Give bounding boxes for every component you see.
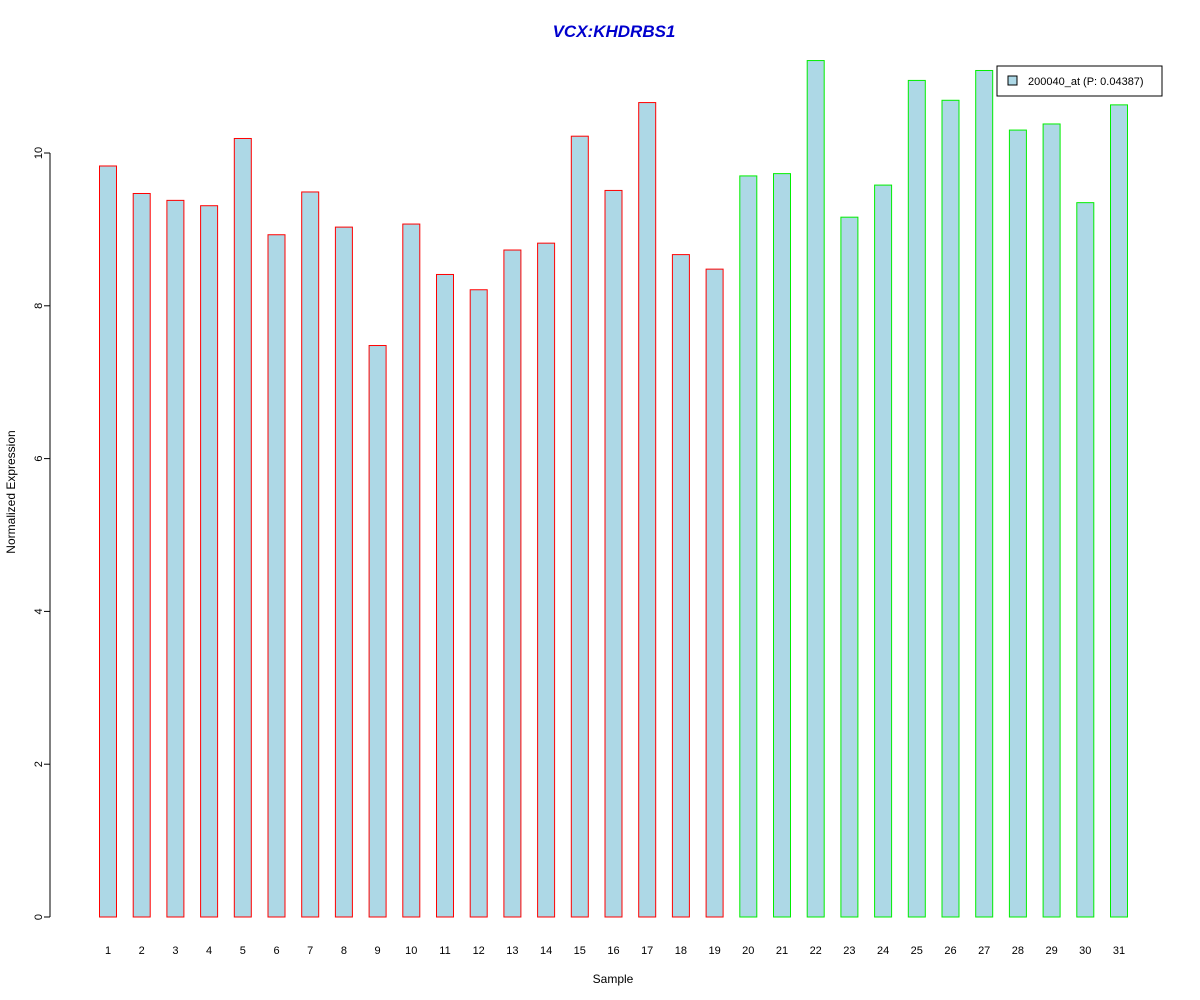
x-tick-label: 28 xyxy=(1012,945,1024,957)
x-tick-label: 21 xyxy=(776,945,788,957)
x-tick-label: 2 xyxy=(139,945,145,957)
legend-swatch xyxy=(1007,75,1018,86)
bar-sample-26 xyxy=(941,99,960,918)
x-tick-label: 10 xyxy=(405,945,417,957)
x-tick-label: 22 xyxy=(810,945,822,957)
bar-sample-4 xyxy=(200,205,219,918)
bar-sample-7 xyxy=(301,191,320,918)
x-axis: 1 2 3 4 5 6 7 8 9 10 11 12 13 14 15 16 17 18 19 20 21 22 23 24 2… xyxy=(105,945,1125,957)
bar-sample-15 xyxy=(570,135,589,918)
x-tick-label: 25 xyxy=(911,945,923,957)
legend-box xyxy=(996,65,1163,97)
bar-sample-6 xyxy=(267,234,286,918)
bar-sample-29 xyxy=(1042,123,1061,918)
bar-sample-16 xyxy=(604,189,623,918)
x-tick-label: 29 xyxy=(1045,945,1057,957)
y-axis-label: Normalized Expression xyxy=(4,430,18,553)
bar-sample-31 xyxy=(1110,104,1128,918)
x-tick-label: 20 xyxy=(742,945,754,957)
x-tick-label: 9 xyxy=(375,945,381,957)
y-tick-label: 10 xyxy=(33,147,45,159)
bar-sample-3 xyxy=(166,199,185,918)
legend: 200040_at (P: 0.04387) xyxy=(996,65,1163,97)
x-tick-label: 1 xyxy=(105,945,111,957)
bar-sample-10 xyxy=(402,223,421,918)
x-tick-label: 18 xyxy=(675,945,687,957)
y-tick-label: 2 xyxy=(33,761,45,767)
bar-sample-23 xyxy=(840,216,859,918)
x-tick-label: 26 xyxy=(944,945,956,957)
bar-sample-12 xyxy=(469,289,488,918)
x-axis-label: Sample xyxy=(593,972,634,986)
bar-sample-28 xyxy=(1008,129,1027,918)
x-tick-label: 24 xyxy=(877,945,889,957)
x-tick-label: 6 xyxy=(273,945,279,957)
y-tick-label: 0 xyxy=(33,914,45,920)
bar-sample-25 xyxy=(907,79,926,918)
y-axis: 0 2 4 6 8 10 xyxy=(33,147,51,920)
bar-sample-19 xyxy=(705,268,724,918)
bar-sample-8 xyxy=(334,226,353,918)
bar-sample-24 xyxy=(874,184,893,918)
x-tick-label: 14 xyxy=(540,945,552,957)
x-tick-label: 7 xyxy=(307,945,313,957)
x-tick-label: 16 xyxy=(607,945,619,957)
x-tick-label: 5 xyxy=(240,945,246,957)
x-tick-label: 13 xyxy=(506,945,518,957)
bar-sample-22 xyxy=(806,60,825,918)
bar-sample-13 xyxy=(503,249,522,918)
bar-sample-9 xyxy=(368,345,387,918)
x-tick-label: 11 xyxy=(439,945,450,957)
bar-sample-5 xyxy=(233,137,252,918)
y-tick-label: 4 xyxy=(33,608,45,614)
x-tick-label: 30 xyxy=(1079,945,1091,957)
x-tick-label: 27 xyxy=(978,945,990,957)
bars-group xyxy=(99,60,1128,918)
x-tick-label: 23 xyxy=(843,945,855,957)
bar-sample-2 xyxy=(132,192,151,918)
x-tick-label: 15 xyxy=(574,945,586,957)
y-tick-label: 8 xyxy=(33,303,45,309)
bar-sample-1 xyxy=(99,165,117,918)
chart-title: VCX:KHDRBS1 xyxy=(553,22,676,41)
bar-sample-21 xyxy=(773,173,791,918)
bar-sample-20 xyxy=(739,175,758,918)
x-tick-label: 17 xyxy=(641,945,653,957)
bar-sample-18 xyxy=(671,254,690,918)
x-tick-label: 8 xyxy=(341,945,347,957)
x-tick-label: 3 xyxy=(172,945,178,957)
x-tick-label: 4 xyxy=(206,945,212,957)
bar-sample-30 xyxy=(1076,202,1095,918)
x-tick-label: 19 xyxy=(708,945,720,957)
legend-label: 200040_at (P: 0.04387) xyxy=(1028,76,1144,88)
bar-sample-27 xyxy=(975,69,994,918)
y-tick-label: 6 xyxy=(33,456,45,462)
x-tick-label: 12 xyxy=(473,945,485,957)
bar-sample-14 xyxy=(537,242,556,918)
x-tick-label: 31 xyxy=(1113,945,1125,957)
bar-sample-17 xyxy=(638,102,657,918)
bar-sample-11 xyxy=(436,273,454,918)
